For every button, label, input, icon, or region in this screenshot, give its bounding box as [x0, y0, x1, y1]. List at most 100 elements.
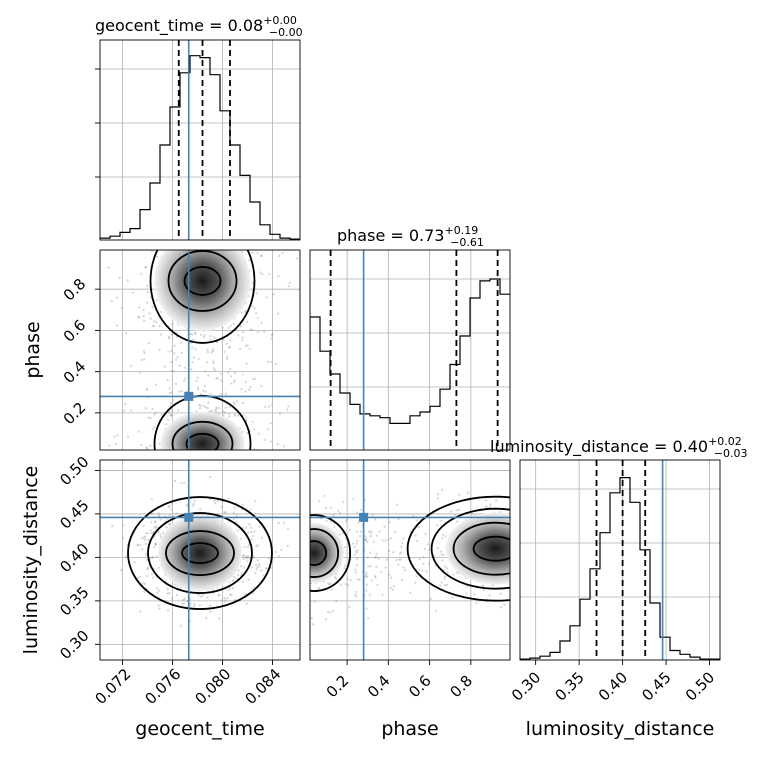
- sample-point: [184, 377, 187, 380]
- sample-point: [168, 460, 170, 462]
- sample-point: [136, 479, 138, 481]
- sample-point: [229, 368, 232, 371]
- sample-point: [384, 539, 387, 542]
- tick-label: 0.2: [323, 672, 353, 702]
- sample-point: [366, 540, 369, 544]
- sample-point: [210, 410, 213, 413]
- sample-point: [229, 593, 232, 596]
- sample-point: [588, 518, 590, 520]
- sample-point: [263, 541, 265, 543]
- sample-point: [354, 571, 357, 574]
- sample-point: [357, 521, 360, 524]
- sample-point: [515, 549, 517, 551]
- sample-point: [365, 573, 368, 577]
- sample-point: [145, 532, 148, 535]
- sample-point: [168, 451, 170, 453]
- sample-point: [387, 538, 390, 541]
- sample-point: [216, 455, 218, 457]
- sample-point: [287, 537, 289, 539]
- sample-point: [178, 457, 180, 459]
- sample-point: [165, 484, 167, 486]
- sample-point: [184, 366, 187, 369]
- sample-point: [286, 545, 289, 548]
- sample-point: [192, 502, 195, 505]
- sample-point: [152, 546, 156, 549]
- sample-point: [154, 544, 158, 547]
- sample-point: [278, 568, 280, 570]
- sample-point: [256, 251, 259, 255]
- sample-point: [165, 423, 168, 426]
- sample-point: [523, 522, 525, 524]
- sample-point: [346, 518, 349, 521]
- sample-point: [246, 344, 249, 347]
- sample-point: [146, 284, 149, 287]
- sample-point: [302, 302, 304, 304]
- sample-point: [293, 638, 295, 640]
- sample-point: [172, 370, 176, 373]
- sample-point: [182, 602, 186, 605]
- sample-point: [157, 531, 160, 534]
- sample-point: [246, 432, 249, 435]
- sample-point: [175, 594, 179, 597]
- sample-point: [168, 523, 171, 526]
- sample-point: [170, 502, 173, 505]
- sample-point: [288, 281, 291, 284]
- sample-point: [239, 537, 243, 540]
- sample-point: [465, 592, 468, 595]
- sample-point: [522, 568, 524, 570]
- sample-point: [173, 344, 176, 347]
- sample-point: [202, 468, 204, 470]
- sample-point: [150, 532, 153, 535]
- panel-phase-hist: phase = 0.73+0.19 −0.61: [309, 224, 511, 451]
- sample-point: [354, 568, 357, 571]
- sample-point: [556, 555, 558, 557]
- sample-point: [229, 196, 231, 198]
- sample-point: [234, 509, 236, 511]
- sample-point: [177, 454, 179, 456]
- sample-point: [243, 564, 245, 566]
- sample-point: [199, 508, 202, 511]
- sample-point: [232, 517, 235, 520]
- sample-point: [541, 518, 543, 520]
- sample-point: [378, 530, 381, 533]
- sample-point: [251, 218, 253, 220]
- sample-point: [135, 514, 137, 516]
- sample-point: [390, 576, 393, 579]
- sample-point: [233, 414, 237, 417]
- sample-point: [439, 550, 443, 553]
- sample-point: [446, 571, 449, 574]
- sample-point: [273, 592, 275, 594]
- histogram-luminosity-distance: [520, 477, 720, 660]
- sample-point: [151, 555, 154, 559]
- sample-point: [248, 258, 251, 262]
- sample-point: [244, 390, 247, 393]
- sample-point: [515, 575, 517, 577]
- sample-point: [305, 558, 307, 560]
- sample-point: [145, 388, 149, 391]
- sample-point: [552, 585, 554, 587]
- sample-point: [266, 428, 269, 431]
- sample-point: [306, 549, 308, 551]
- sample-point: [171, 452, 173, 454]
- sample-point: [513, 534, 515, 536]
- sample-point: [485, 505, 488, 508]
- sample-point: [216, 499, 219, 503]
- sample-point: [242, 503, 245, 506]
- sample-point: [194, 348, 197, 351]
- sample-point: [143, 582, 146, 586]
- sample-point: [194, 332, 197, 336]
- sample-point: [559, 547, 561, 549]
- sample-point: [595, 586, 597, 588]
- sample-point: [206, 348, 209, 351]
- sample-point: [258, 565, 261, 568]
- sample-point: [335, 577, 338, 580]
- sample-point: [202, 404, 205, 407]
- sample-point: [199, 595, 202, 598]
- sample-point: [359, 535, 362, 538]
- sample-point: [176, 450, 178, 452]
- sample-point: [144, 407, 147, 410]
- sample-point: [173, 479, 177, 483]
- sample-point: [365, 536, 368, 539]
- sample-point: [356, 549, 359, 552]
- sample-point: [513, 617, 515, 619]
